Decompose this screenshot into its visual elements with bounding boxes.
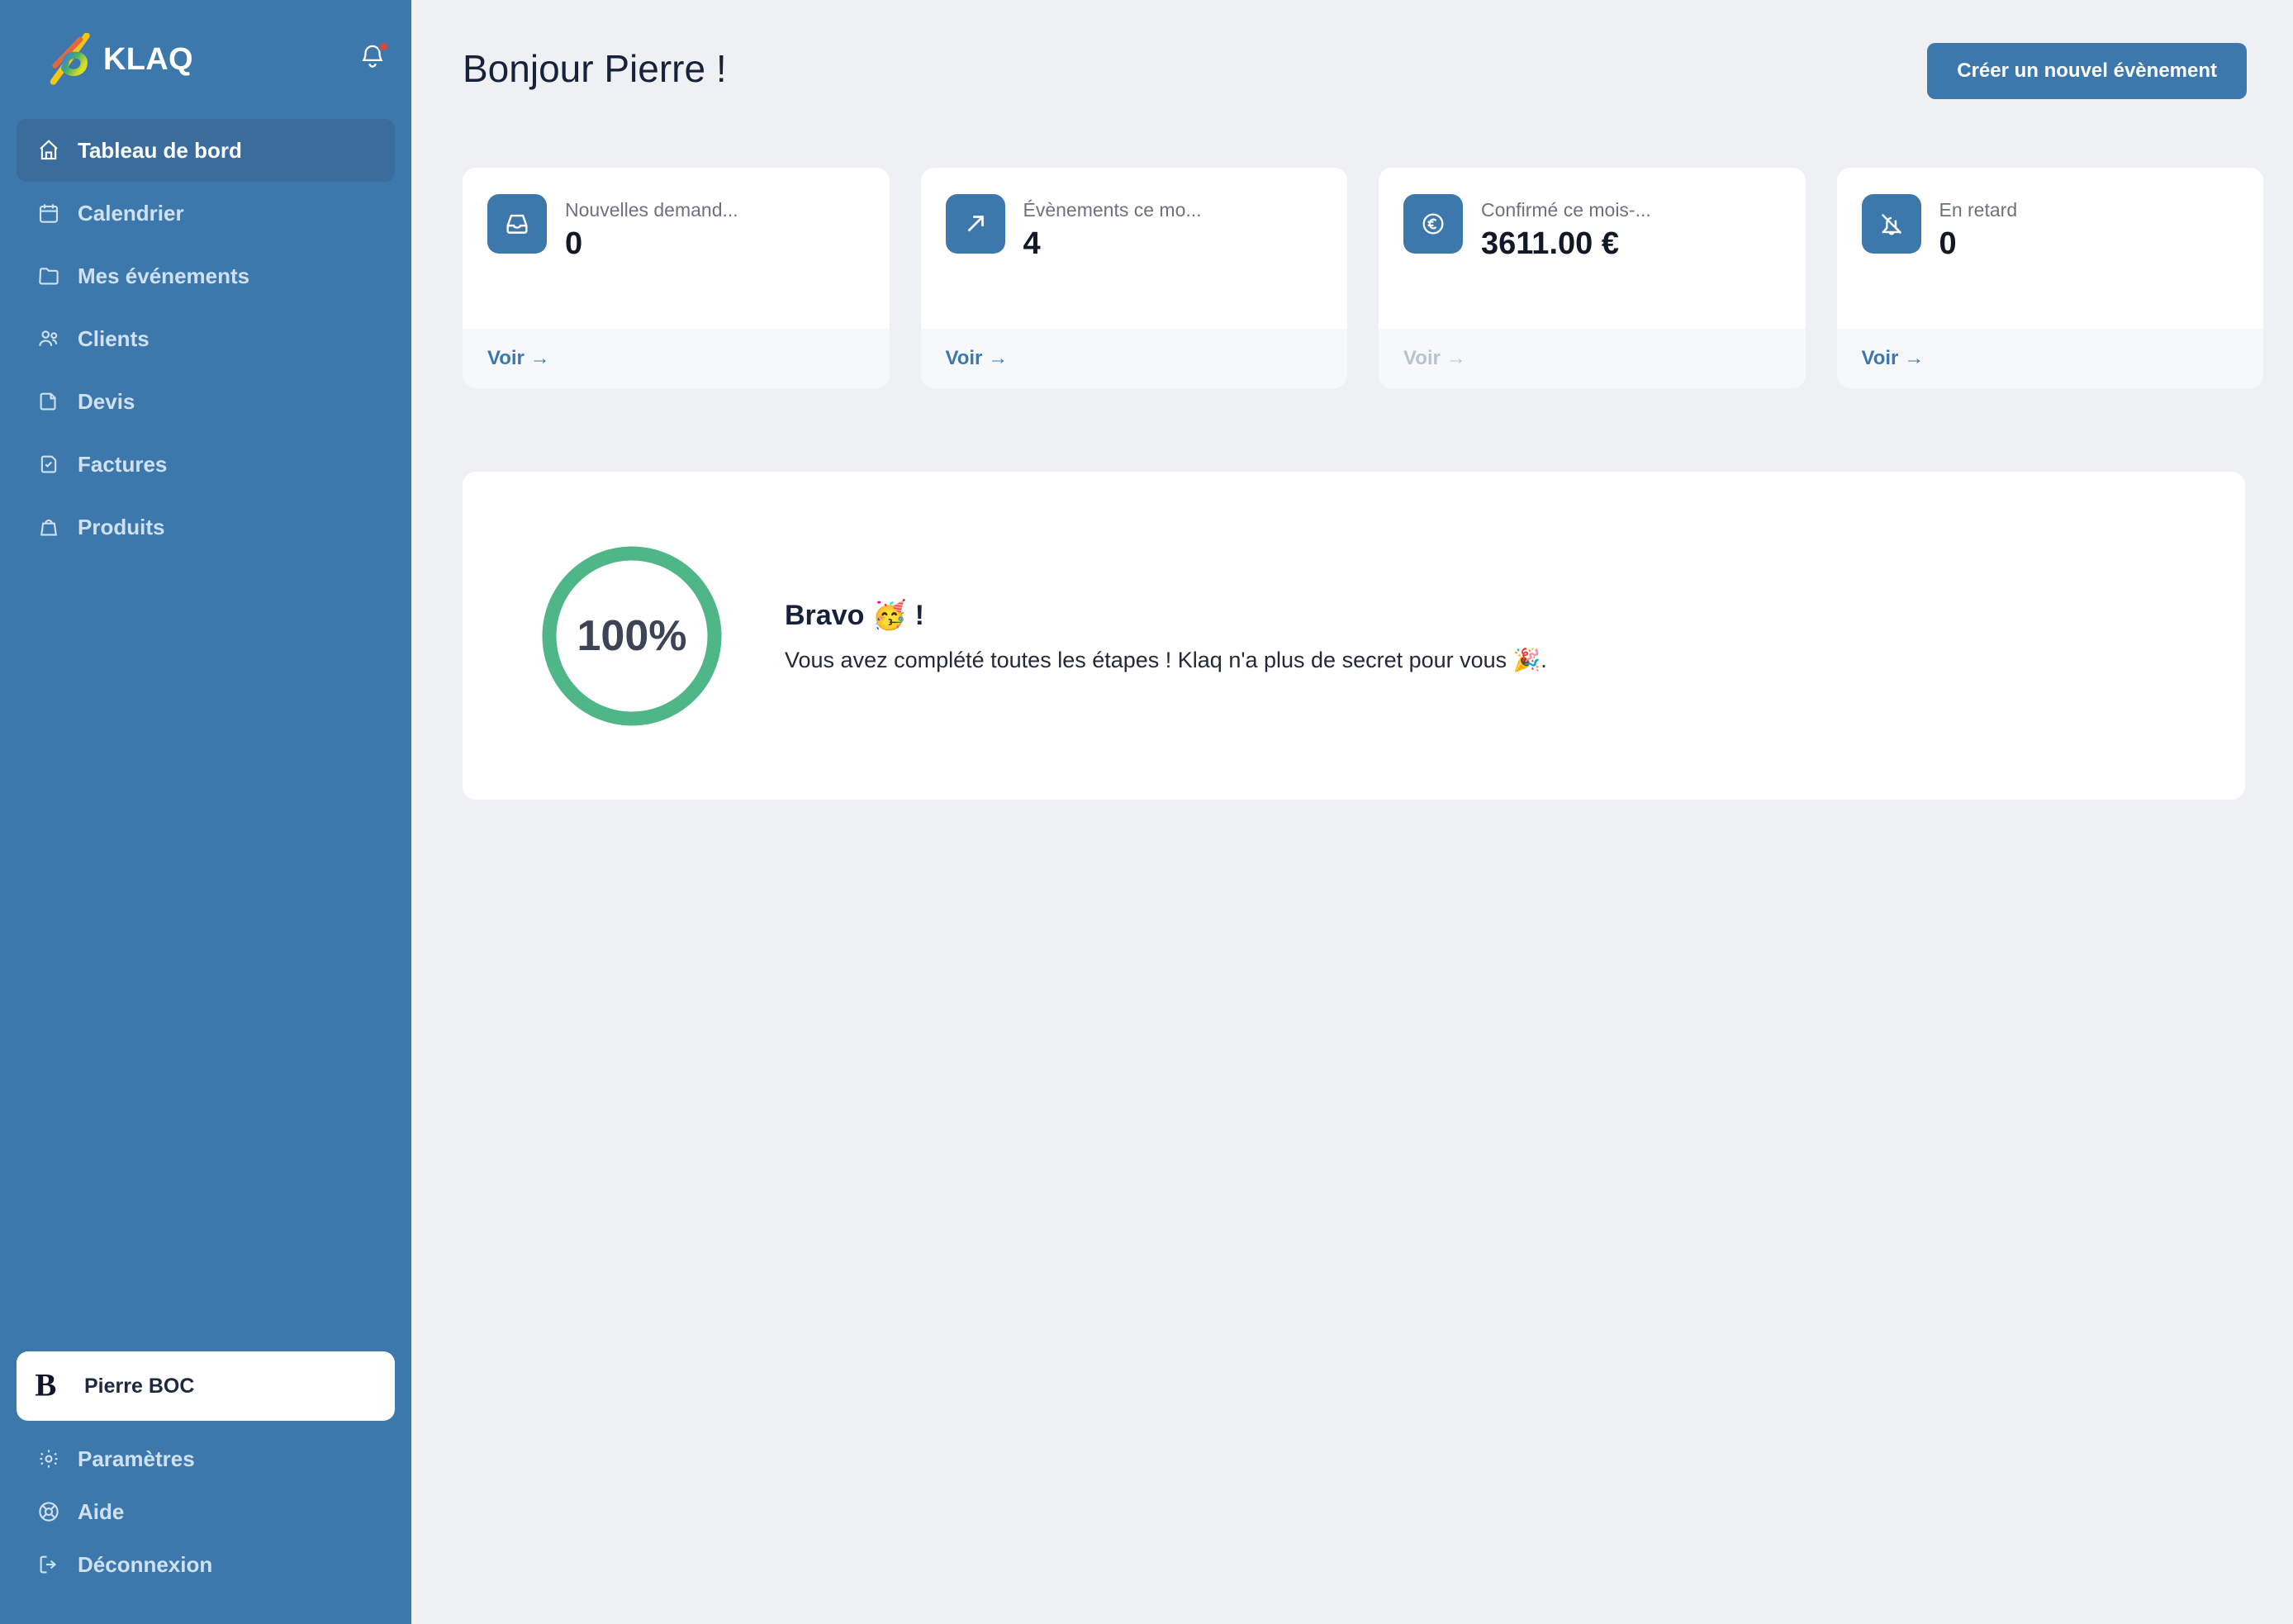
svg-text:B: B bbox=[35, 1368, 56, 1403]
